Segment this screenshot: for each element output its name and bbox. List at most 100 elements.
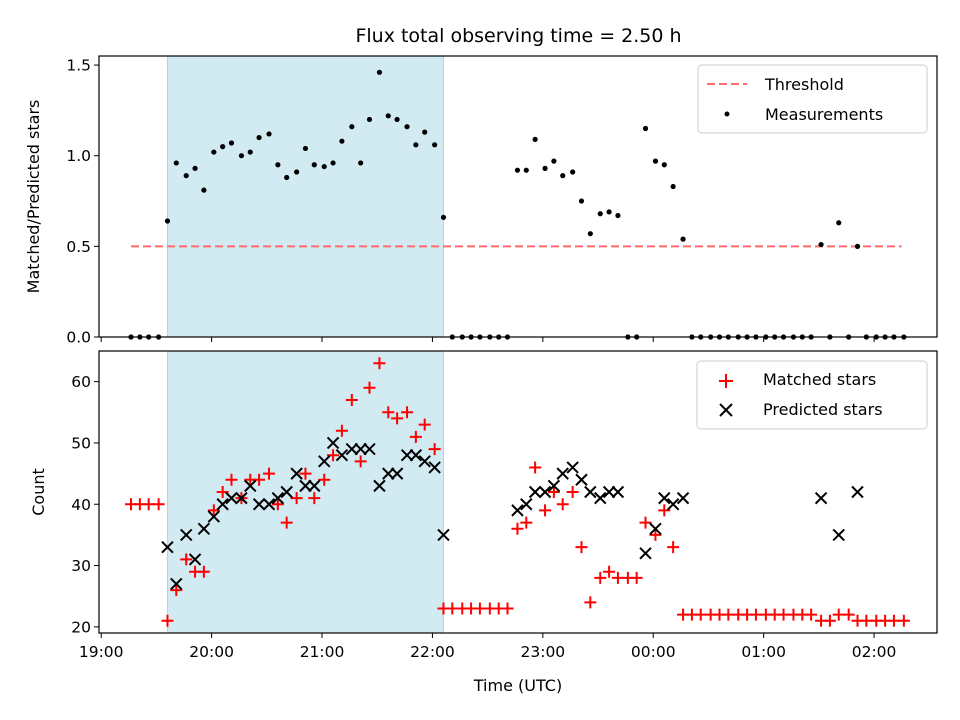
predicted-star-point <box>345 442 359 456</box>
measurement-point <box>321 163 327 170</box>
matched-star-point <box>152 498 165 511</box>
bot-ytick-label: 60 <box>71 373 91 391</box>
measurement-point <box>587 231 593 237</box>
matched-star-point <box>511 522 524 535</box>
bot-ytick-label: 50 <box>71 434 91 452</box>
bottom-legend-box <box>696 360 928 430</box>
matched-star-point <box>225 473 238 486</box>
predicted-star-point <box>639 547 652 560</box>
matched-star-point <box>180 553 193 566</box>
bot-shaded-region <box>166 350 444 634</box>
predicted-star-point <box>575 473 588 486</box>
measurement-point <box>514 167 521 173</box>
predicted-star-point <box>556 467 569 480</box>
xtick-label: 02:00 <box>852 643 897 661</box>
predicted-star-point <box>318 455 331 468</box>
predicted-star-point <box>207 510 221 523</box>
predicted-star-point <box>373 479 386 493</box>
predicted-star-point <box>676 491 690 505</box>
top-ylabel: Matched/Predicted stars <box>24 100 43 294</box>
predicted-star-point <box>363 442 376 456</box>
matched-star-point <box>842 608 855 621</box>
measurement-point <box>256 134 262 141</box>
predicted-star-point <box>262 498 276 511</box>
measurement-point <box>523 167 529 173</box>
measurement-point <box>818 241 824 248</box>
matched-star-point <box>529 461 542 474</box>
predicted-star-point <box>188 553 202 566</box>
matched-star-point <box>161 614 174 627</box>
matched-star-point <box>354 455 367 468</box>
measurement-point <box>542 165 548 171</box>
measurement-point <box>385 113 391 119</box>
predicted-star-point <box>666 498 680 511</box>
matched-star-point <box>603 565 616 578</box>
measurement-point <box>394 116 400 123</box>
matched-star-point <box>594 571 607 584</box>
measurement-point <box>266 131 272 137</box>
measurement-point <box>404 124 410 130</box>
matched-star-point <box>197 565 210 578</box>
top-legend: Threshold Measurements <box>697 64 928 134</box>
measurement-point <box>670 183 676 190</box>
bot-ytick-label: 40 <box>71 496 91 514</box>
measurement-point <box>164 218 171 224</box>
matched-star-point <box>428 443 441 456</box>
predicted-star-point <box>594 491 607 505</box>
matched-star-point <box>639 516 652 529</box>
threshold-legend-label: Threshold <box>764 75 844 94</box>
matched-star-point <box>170 584 183 597</box>
predicted-star-point <box>400 449 414 462</box>
matched-star-point <box>263 467 276 480</box>
matched-star-point <box>556 498 569 511</box>
predicted-star-point <box>658 491 671 505</box>
measurement-point <box>606 209 612 215</box>
measurement-point <box>440 214 447 220</box>
predicted-star-point <box>354 442 367 456</box>
xtick-label: 21:00 <box>300 643 345 661</box>
measurement-point <box>294 169 300 175</box>
predicted-star-point <box>216 498 229 511</box>
xtick-label: 20:00 <box>189 643 234 661</box>
predicted-star-point <box>437 528 450 542</box>
measurement-point <box>173 160 179 166</box>
xtick-label: 01:00 <box>741 643 786 661</box>
measurement-point <box>551 158 557 164</box>
xtick-label: 22:00 <box>410 643 455 661</box>
matched-star-point <box>382 406 395 419</box>
predicted-star-point <box>225 491 238 505</box>
matched-star-point <box>391 412 404 425</box>
measurements-legend-label: Measurements <box>765 105 883 124</box>
matched-star-point <box>501 602 514 615</box>
predicted-star-point <box>528 485 542 499</box>
measurement-point <box>228 140 235 146</box>
measurement-point <box>432 142 438 148</box>
matched-star-point <box>418 418 431 431</box>
measurement-point <box>275 162 281 168</box>
measurement-point <box>836 220 842 226</box>
predicted-star-point <box>197 522 211 535</box>
measurement-point <box>642 125 649 132</box>
measurement-point <box>284 174 290 181</box>
predicted-legend-swatch <box>719 403 733 417</box>
predicted-star-point <box>602 485 616 499</box>
measurement-point <box>661 162 667 168</box>
predicted-star-point <box>335 449 349 462</box>
predicted-star-point <box>649 522 662 535</box>
matched-star-point <box>584 596 597 609</box>
predicted-star-point <box>244 479 257 493</box>
top-ytick-label: 1.0 <box>66 147 91 165</box>
measurement-point <box>220 144 226 150</box>
top-legend-box <box>697 64 928 134</box>
predicted-star-point <box>180 528 193 542</box>
predicted-star-point <box>851 485 864 499</box>
predicted-star-point <box>832 528 845 542</box>
measurement-point <box>560 173 566 179</box>
matched-star-point <box>345 394 358 407</box>
xtick-label: 00:00 <box>631 643 676 661</box>
matched-star-point <box>649 528 662 541</box>
measurement-point <box>413 142 419 148</box>
measurement-point <box>247 149 253 155</box>
predicted-star-point <box>538 485 552 499</box>
matched-star-point <box>271 498 284 511</box>
